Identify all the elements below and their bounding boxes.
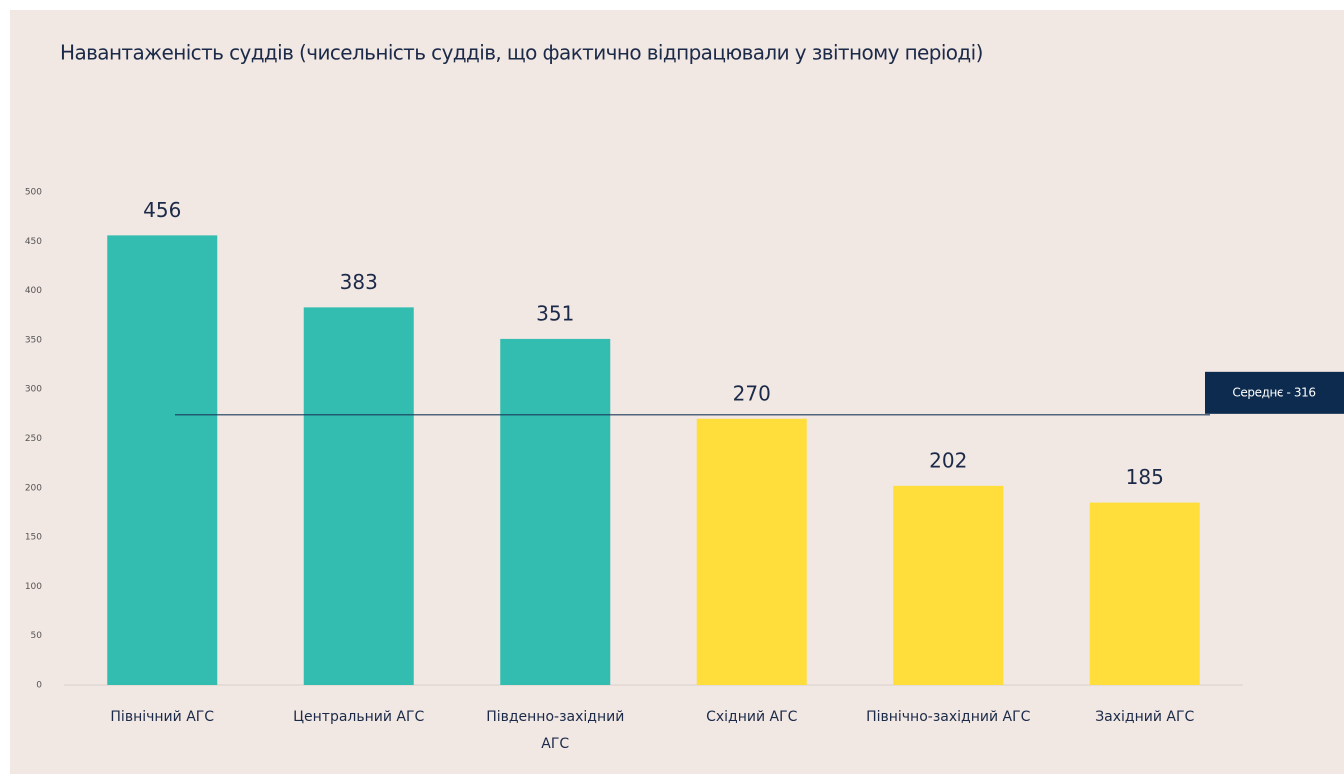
- y-tick-label: 0: [36, 681, 42, 691]
- y-tick-label: 400: [25, 286, 42, 296]
- y-tick-label: 150: [25, 533, 42, 543]
- value-label: 202: [929, 448, 967, 472]
- x-tick-label: Центральний АГС: [293, 709, 425, 725]
- y-tick-label: 350: [25, 335, 42, 345]
- chart-title: Навантаженість суддів (чисельність судді…: [60, 41, 983, 65]
- bar: [696, 418, 807, 685]
- annotation: Середнє - 316: [1232, 385, 1315, 399]
- y-tick-label: 250: [25, 434, 42, 444]
- bar: [893, 485, 1004, 685]
- value-label: 351: [536, 301, 574, 325]
- x-tick-label: Північний АГС: [110, 709, 215, 725]
- bar: [1089, 502, 1200, 685]
- y-tick-label: 50: [31, 631, 43, 641]
- y-tick-label: 450: [25, 237, 42, 247]
- y-tick-label: 200: [25, 483, 42, 493]
- bar: [500, 338, 611, 685]
- value-label: 383: [340, 270, 378, 294]
- y-tick-label: 500: [25, 188, 42, 198]
- value-label: 270: [733, 381, 771, 405]
- value-label: 456: [143, 198, 181, 222]
- x-tick-label: Північно-західний АГС: [866, 709, 1031, 725]
- y-tick-label: 300: [25, 385, 42, 395]
- annotation-box: [1205, 371, 1344, 414]
- y-tick-label: 100: [25, 582, 42, 592]
- value-label: 185: [1126, 465, 1164, 489]
- bar: [303, 307, 414, 685]
- bar: [107, 235, 218, 685]
- x-tick-label: Південно-західний АГС: [486, 709, 625, 752]
- x-tick-label: Західний АГС: [1095, 709, 1195, 725]
- x-tick-label: Східний АГС: [706, 709, 798, 725]
